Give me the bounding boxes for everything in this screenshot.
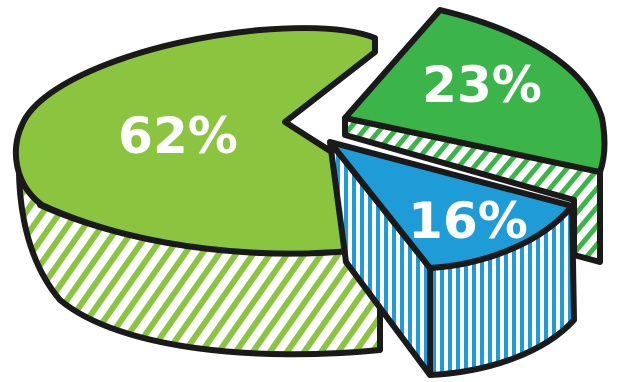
pie-slice-16 <box>327 139 577 378</box>
slice-label-23: 23% <box>422 56 542 114</box>
slice-label-16: 16% <box>408 192 528 250</box>
slice-top-23 <box>342 7 608 175</box>
slice-top-16 <box>327 139 575 271</box>
slice-label-62: 62% <box>118 107 238 165</box>
pie-slice-62 <box>12 25 383 358</box>
